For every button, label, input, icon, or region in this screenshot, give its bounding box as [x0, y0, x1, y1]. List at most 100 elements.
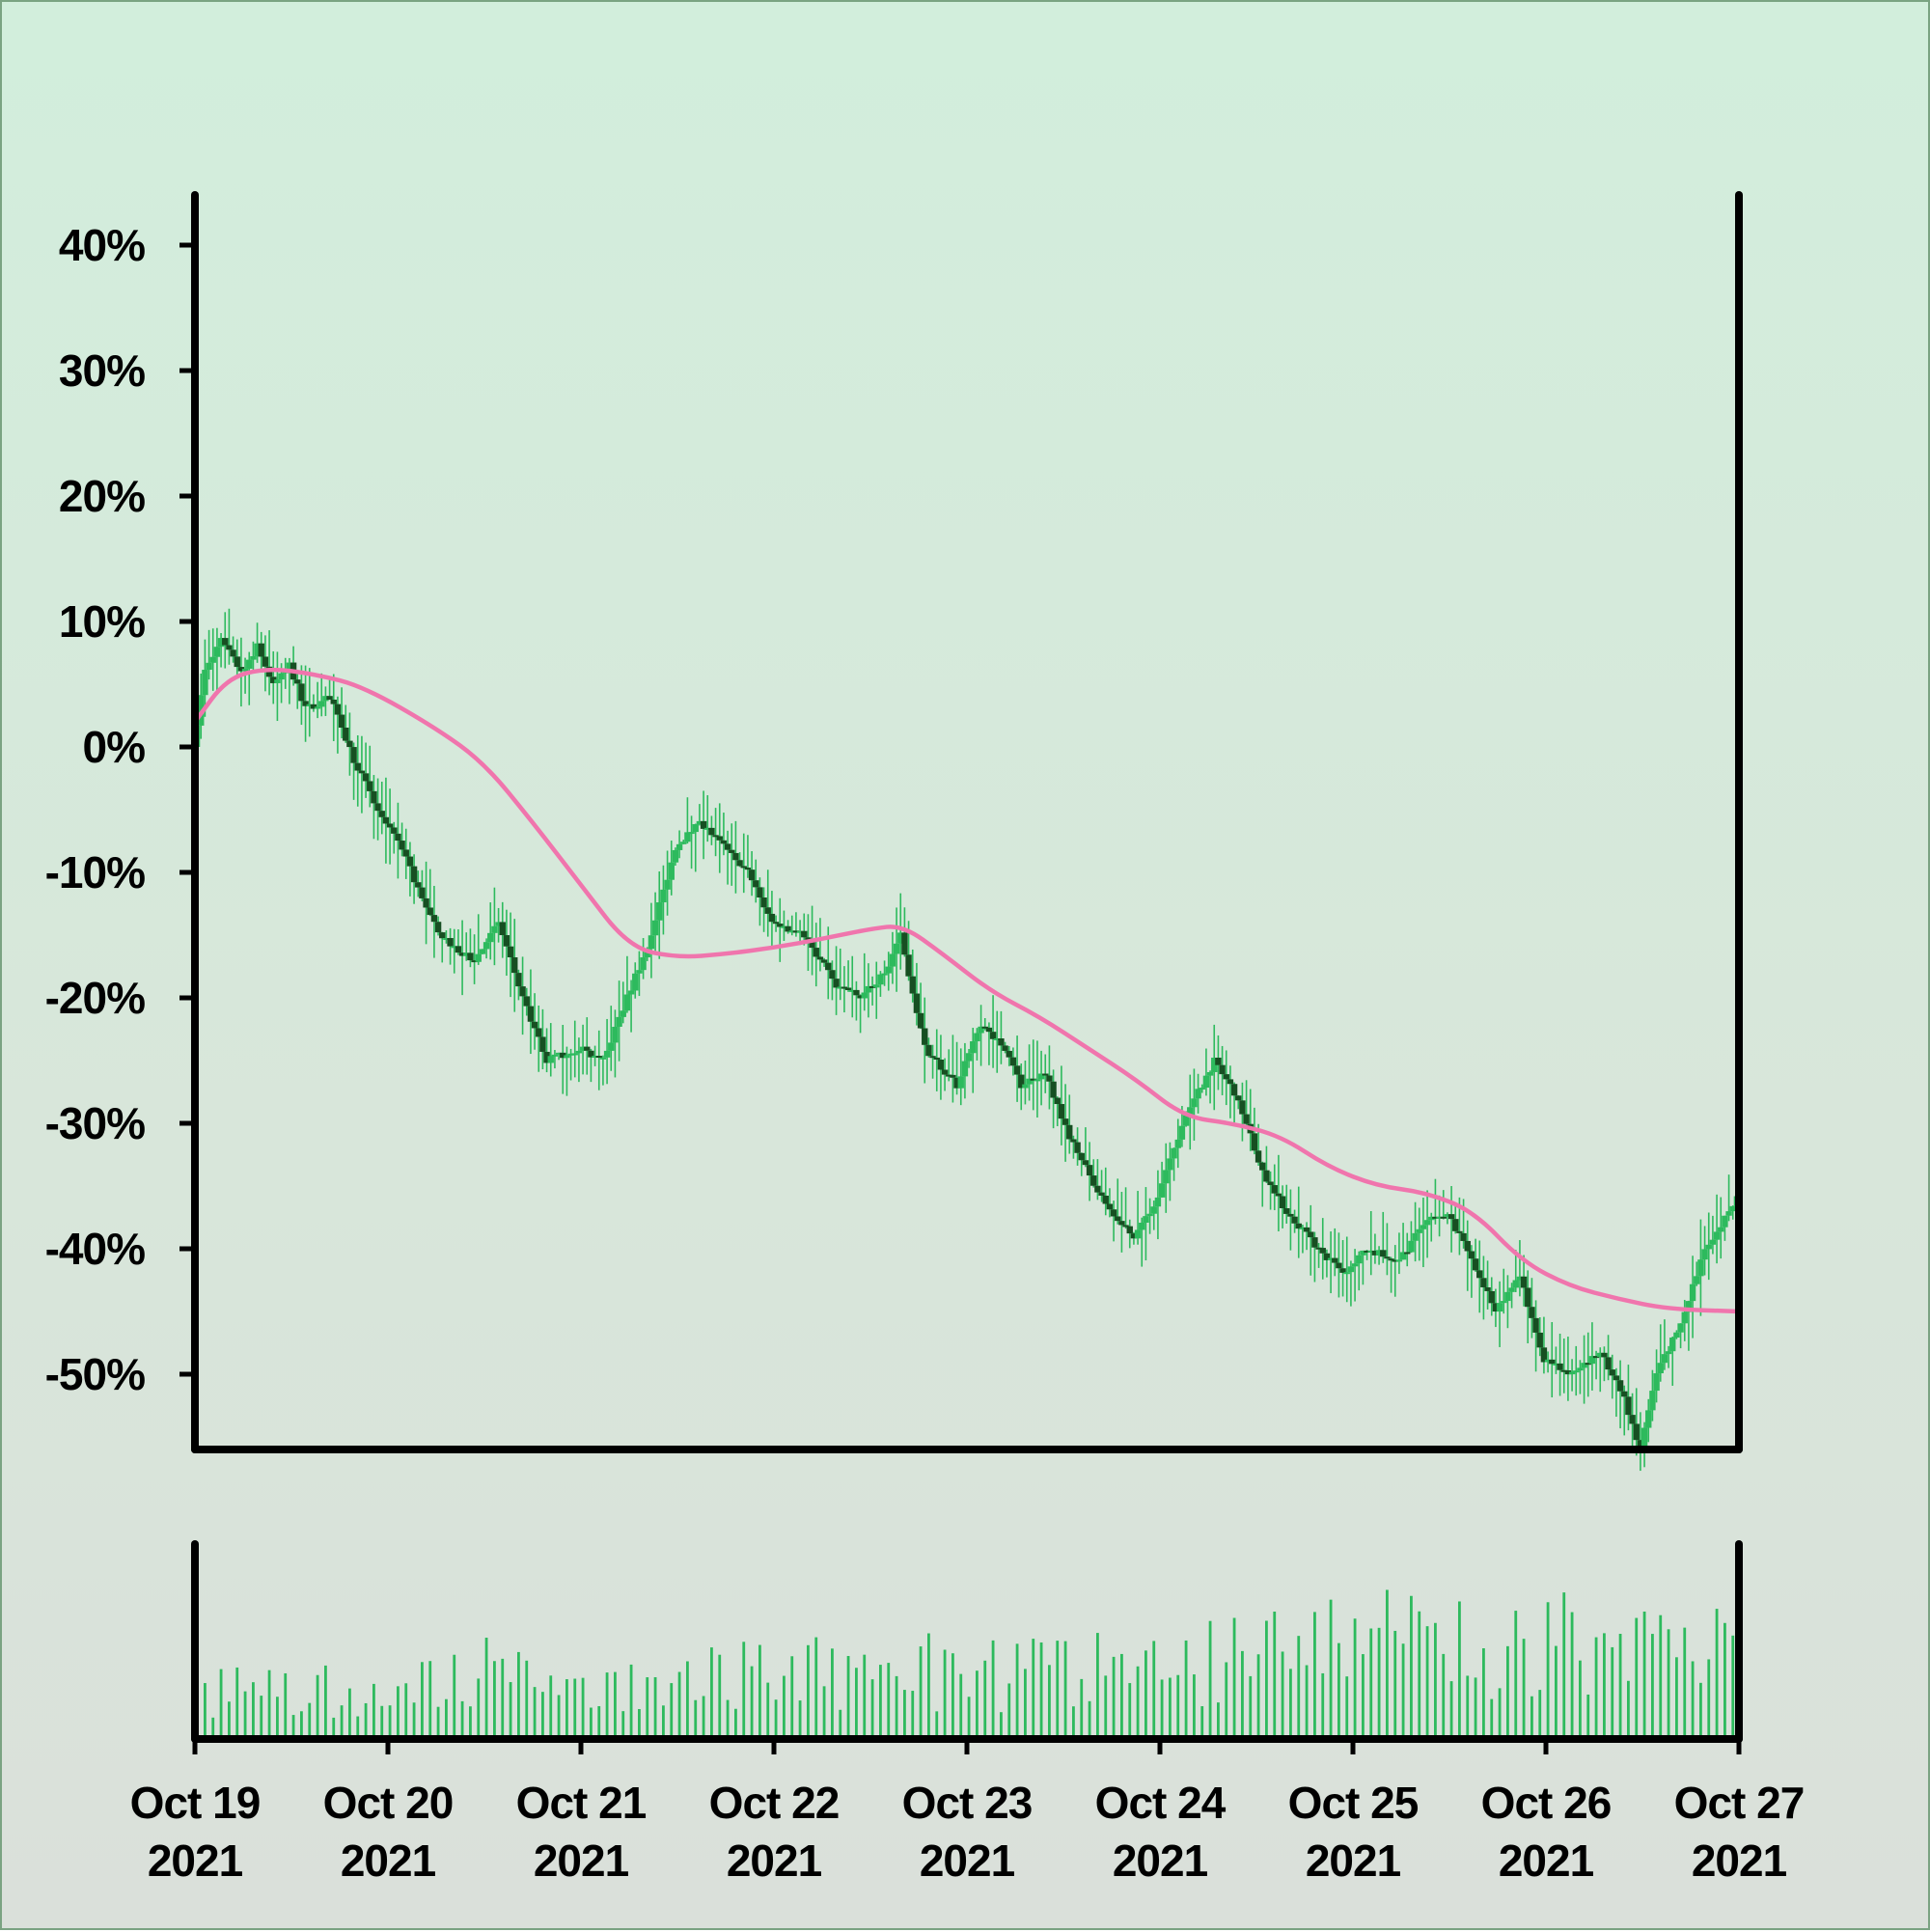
candle-body: [981, 1026, 988, 1029]
volume-bar: [1160, 1679, 1164, 1739]
candle-body: [302, 701, 309, 706]
volume-bar: [895, 1675, 898, 1739]
candle-body: [246, 659, 253, 669]
candle-body: [1030, 1078, 1036, 1081]
volume-bar: [397, 1686, 400, 1739]
candle-body: [1115, 1216, 1121, 1222]
candle-body: [1364, 1250, 1370, 1253]
candle-body: [471, 960, 478, 963]
candle-body: [853, 989, 860, 996]
candle-body: [1681, 1311, 1688, 1324]
volume-bar: [1691, 1661, 1695, 1739]
moving-average-line: [193, 667, 1740, 1314]
candle-body: [1694, 1276, 1700, 1284]
volume-bar: [590, 1707, 593, 1739]
candle-body: [1187, 1107, 1194, 1116]
candle-body: [1239, 1100, 1246, 1115]
candle-body: [447, 938, 454, 947]
candle-body: [608, 1042, 615, 1051]
candle-body: [234, 656, 240, 668]
candle-body: [430, 915, 438, 923]
y-tick-label: -40%: [45, 1224, 145, 1274]
candle-body: [788, 930, 795, 933]
candle-body: [777, 924, 784, 927]
candle-body: [595, 1056, 602, 1059]
candle-body: [816, 956, 824, 960]
candle-body: [1367, 1250, 1374, 1253]
volume-bar: [822, 1686, 826, 1739]
volume-bar: [935, 1711, 939, 1739]
volume-bar: [1232, 1617, 1236, 1739]
candle-body: [241, 668, 249, 672]
candle-body: [358, 770, 366, 774]
candle-body: [736, 860, 743, 867]
volume-bar: [983, 1660, 987, 1739]
candle-body: [1677, 1323, 1684, 1333]
volume-bar: [702, 1696, 705, 1739]
candle-body: [1283, 1207, 1290, 1214]
candle-body: [1223, 1074, 1229, 1080]
candle-body: [1388, 1258, 1394, 1261]
volume-bar: [1562, 1592, 1566, 1739]
volume-bar: [1217, 1702, 1220, 1739]
volume-bar: [1715, 1609, 1719, 1739]
y-tick-label: 40%: [59, 220, 145, 270]
candle-body: [1472, 1258, 1479, 1271]
candle-body: [623, 994, 631, 1011]
volume-bar: [1000, 1712, 1003, 1739]
candle-body: [917, 1012, 924, 1029]
volume-bar: [260, 1696, 263, 1739]
volume-bar: [694, 1699, 698, 1739]
candle-body: [1609, 1369, 1615, 1376]
candle-body: [1512, 1280, 1519, 1288]
candle-body: [1432, 1216, 1439, 1219]
x-tick-label-year: 2021: [727, 1835, 822, 1886]
candle-body: [1090, 1175, 1097, 1186]
candle-body: [648, 935, 655, 950]
volume-bar: [1369, 1628, 1373, 1739]
candle-body: [1705, 1244, 1712, 1250]
candle-body: [1006, 1050, 1012, 1058]
candle-body: [1106, 1203, 1114, 1210]
volume-bar: [1635, 1617, 1639, 1739]
candle-body: [1657, 1363, 1664, 1374]
candle-body: [724, 843, 731, 850]
candle-body: [1336, 1262, 1342, 1269]
candle-body: [1259, 1162, 1266, 1171]
candle-body: [551, 1054, 559, 1057]
candle-body: [1468, 1251, 1475, 1259]
candle-body: [322, 696, 329, 702]
candle-body: [1529, 1307, 1535, 1318]
candle-body: [1592, 1356, 1600, 1359]
candle-body: [371, 790, 377, 804]
volume-bar: [1410, 1595, 1413, 1739]
y-tick-label: 30%: [59, 345, 145, 396]
volume-bar: [1618, 1634, 1622, 1739]
candle-body: [603, 1050, 611, 1058]
x-tick-label-year: 2021: [1499, 1835, 1594, 1886]
candle-body: [362, 773, 370, 782]
axis-frames: [191, 191, 1743, 1743]
candle-body: [905, 954, 912, 977]
candle-body: [222, 638, 229, 646]
candle-body: [1625, 1396, 1632, 1416]
candle-body: [584, 1046, 591, 1051]
volume-bar: [670, 1683, 674, 1739]
candle-body: [1540, 1347, 1548, 1363]
volume-bar: [372, 1683, 375, 1739]
candle-body: [1508, 1287, 1515, 1292]
candle-body: [1174, 1139, 1181, 1148]
volume-bar: [1675, 1657, 1678, 1739]
candle-body: [343, 727, 349, 741]
candle-body: [820, 959, 828, 963]
candle-body: [1661, 1354, 1668, 1364]
y-tick-label: 0%: [83, 722, 146, 772]
candle-body: [885, 966, 892, 974]
candle-body: [1150, 1206, 1157, 1214]
candle-body: [1347, 1266, 1355, 1273]
volume-bar: [1321, 1672, 1325, 1739]
candle-body: [1303, 1227, 1310, 1232]
volume-bar: [1522, 1639, 1526, 1739]
volume-bar: [228, 1701, 231, 1739]
candle-body: [1581, 1363, 1587, 1368]
